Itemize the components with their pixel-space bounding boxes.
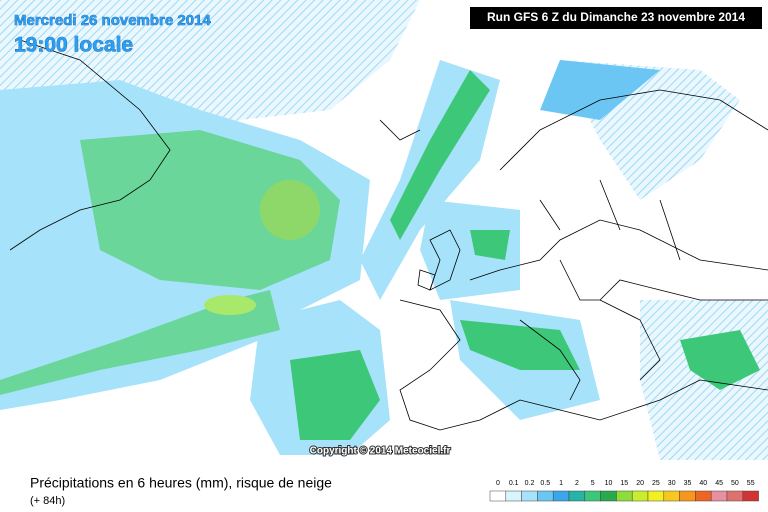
copyright: Copyright © 2014 Meteociel.fr [310,446,451,457]
legend-swatch [695,490,712,502]
legend-label: 40 [699,480,707,487]
legend-swatch [647,490,665,502]
legend-label: 0.2 [525,480,535,487]
legend-swatch [521,490,538,502]
legend-label: 35 [684,480,692,487]
legend-swatch [568,490,586,502]
legend-swatch [584,490,601,502]
legend-swatch [631,490,649,502]
legend-swatch [742,490,759,502]
time-title: 19:00 locale [14,34,133,57]
caption-band [0,465,768,512]
legend-swatch [710,490,728,502]
legend-swatch [505,490,522,502]
legend-label: 0 [496,480,500,487]
legend-label: 2 [575,480,579,487]
legend-label: 50 [731,480,739,487]
legend-swatch [726,490,744,502]
legend-label: 45 [715,480,723,487]
legend-label: 30 [668,480,676,487]
map [0,0,768,460]
legend-swatch [663,490,680,502]
legend-label: 20 [636,480,644,487]
legend-label: 10 [605,480,613,487]
legend-label: 55 [747,480,755,487]
legend-swatch [600,490,617,502]
legend-swatch [552,490,570,502]
legend-label: 15 [620,480,628,487]
legend-swatch [537,490,554,502]
legend-label: 5 [591,480,595,487]
caption-lead: (+ 84h) [30,495,65,507]
legend-swatch [616,490,633,502]
run-info: Run GFS 6 Z du Dimanche 23 novembre 2014 [487,10,745,24]
run-box [470,7,762,29]
caption-title: Précipitations en 6 heures (mm), risque … [30,475,332,491]
legend-label: 25 [652,480,660,487]
legend-swatch [489,490,507,502]
legend-label: 0.5 [540,480,550,487]
legend-label: 0.1 [509,480,519,487]
legend-swatch [679,490,696,502]
date-title: Mercredi 26 novembre 2014 [14,12,211,29]
legend-label: 1 [559,480,563,487]
